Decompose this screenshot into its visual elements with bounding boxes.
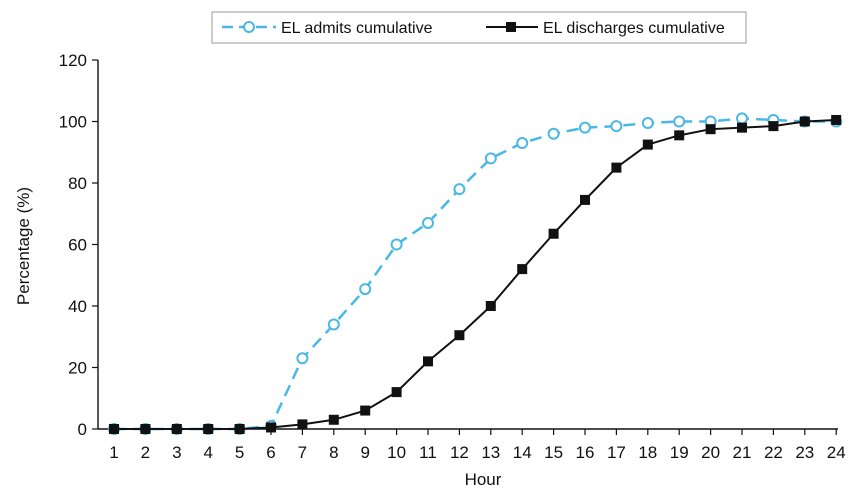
discharges-data-point (643, 140, 653, 150)
x-tick-label: 10 (387, 443, 406, 462)
discharges-data-point (674, 130, 684, 140)
discharges-data-point (580, 195, 590, 205)
admits-data-point (454, 184, 464, 194)
y-tick-label: 20 (68, 359, 87, 378)
x-tick-label: 13 (481, 443, 500, 462)
x-tick-label: 20 (701, 443, 720, 462)
x-tick-label: 4 (203, 443, 212, 462)
x-tick-label: 7 (298, 443, 307, 462)
x-tick-label: 6 (266, 443, 275, 462)
discharges-data-point (611, 163, 621, 173)
x-tick-label: 5 (235, 443, 244, 462)
x-tick-label: 15 (544, 443, 563, 462)
x-tick-label: 12 (450, 443, 469, 462)
discharges-data-point (706, 124, 716, 134)
y-tick-label: 120 (59, 51, 87, 70)
x-tick-label: 16 (576, 443, 595, 462)
discharges-data-point (266, 422, 276, 432)
x-tick-label: 9 (360, 443, 369, 462)
x-tick-label: 2 (141, 443, 150, 462)
x-tick-label: 1 (109, 443, 118, 462)
discharges-data-point (454, 330, 464, 340)
legend-discharges-marker (506, 22, 516, 32)
x-tick-label: 3 (172, 443, 181, 462)
discharges-data-point (329, 415, 339, 425)
discharges-data-point (140, 424, 150, 434)
discharges-data-point (517, 264, 527, 274)
legend-admits-marker (244, 22, 254, 32)
legend: EL admits cumulative EL discharges cumul… (212, 12, 746, 43)
x-tick-label: 22 (764, 443, 783, 462)
admits-data-point (423, 218, 433, 228)
y-tick-label: 80 (68, 174, 87, 193)
x-tick-label: 24 (827, 443, 846, 462)
admits-data-point (737, 113, 747, 123)
discharges-data-point (737, 123, 747, 133)
y-tick-label: 60 (68, 236, 87, 255)
x-axis-label: Hour (465, 470, 502, 489)
admits-data-point (486, 153, 496, 163)
discharges-data-point (549, 229, 559, 239)
admits-data-point (392, 240, 402, 250)
admits-data-point (549, 129, 559, 139)
x-tick-label: 23 (795, 443, 814, 462)
x-tick-label: 19 (670, 443, 689, 462)
x-tick-label: 18 (638, 443, 657, 462)
admits-data-point (329, 319, 339, 329)
discharges-data-point (768, 121, 778, 131)
discharges-data-point (109, 424, 119, 434)
y-tick-label: 40 (68, 297, 87, 316)
admits-data-point (580, 123, 590, 133)
x-tick-label: 11 (419, 443, 437, 462)
x-tick-label: 14 (513, 443, 532, 462)
discharges-data-point (172, 424, 182, 434)
discharges-data-point (486, 301, 496, 311)
discharges-data-point (423, 356, 433, 366)
admits-data-point (611, 121, 621, 131)
x-tick-label: 8 (329, 443, 338, 462)
y-axis-label: Percentage (%) (14, 187, 33, 305)
discharges-data-point (831, 115, 841, 125)
admits-data-point (297, 353, 307, 363)
admits-data-point (517, 138, 527, 148)
x-tick-label: 21 (733, 443, 752, 462)
discharges-data-point (203, 424, 213, 434)
discharges-data-point (297, 419, 307, 429)
y-tick-label: 0 (78, 420, 87, 439)
admits-data-point (674, 117, 684, 127)
admits-data-point (360, 284, 370, 294)
discharges-data-point (360, 406, 370, 416)
y-tick-label: 100 (59, 113, 87, 132)
discharges-data-point (392, 387, 402, 397)
x-tick-label: 17 (607, 443, 626, 462)
legend-admits-label: EL admits cumulative (281, 20, 433, 37)
discharges-data-point (235, 424, 245, 434)
legend-discharges-label: EL discharges cumulative (543, 20, 725, 37)
discharges-data-point (800, 117, 810, 127)
admits-data-point (643, 118, 653, 128)
